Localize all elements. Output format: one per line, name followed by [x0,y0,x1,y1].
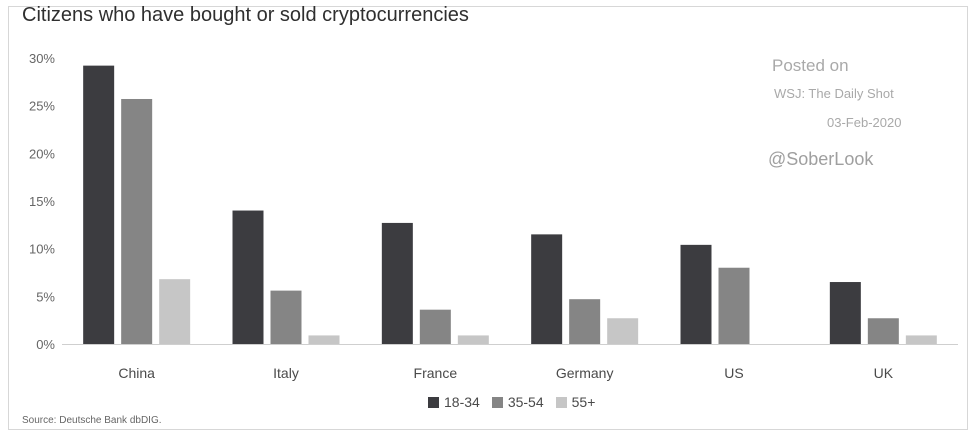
legend-item: 35-54 [491,394,544,410]
watermark-posted-on: Posted on [772,56,849,75]
bar-italy-55+ [308,335,340,344]
y-tick-label: 20% [29,146,55,161]
bar-italy-35-54 [270,290,302,344]
legend-label: 55+ [571,394,596,410]
x-tick-label: Italy [273,365,299,381]
x-tick-label: France [414,365,458,381]
bar-france-18-34 [381,222,413,344]
legend-label: 18-34 [444,394,480,410]
x-tick-label: UK [874,365,894,381]
watermark-date: 03-Feb-2020 [827,115,902,130]
chart-frame [8,6,968,430]
watermark-source: WSJ: The Daily Shot [774,86,894,101]
legend-swatch [491,396,503,408]
bar-germany-18-34 [531,234,563,344]
bar-us-35-54 [718,267,750,344]
legend-label: 35-54 [507,394,544,410]
y-tick-label: 0% [36,337,55,352]
bar-china-18-34 [83,65,115,345]
y-tick-label: 10% [29,242,55,257]
bar-china-55+ [159,279,191,344]
y-tick-label: 30% [29,51,55,66]
y-tick-label: 25% [29,99,55,114]
x-tick-label: Germany [556,365,614,381]
bar-china-35-54 [121,98,153,344]
x-tick-label: US [724,365,743,381]
bar-uk-55+ [905,335,937,344]
x-tick-label: China [118,365,155,381]
bar-germany-55+ [607,318,639,344]
source-note: Source: Deutsche Bank dbDIG. [22,415,162,426]
legend-swatch [428,396,439,408]
bar-uk-35-54 [867,318,899,344]
bar-france-35-54 [419,309,451,344]
bar-italy-18-34 [232,210,264,344]
chart-title: Citizens who have bought or sold cryptoc… [22,4,469,26]
legend-swatch [555,396,567,408]
bar-us-18-34 [680,244,712,344]
y-tick-label: 5% [36,289,55,304]
bar-france-55+ [457,335,489,344]
legend: 18-34 35-54 55+ [428,394,607,410]
bar-uk-18-34 [829,282,861,344]
bar-germany-35-54 [569,299,601,344]
watermark-handle: @SoberLook [768,149,874,169]
y-tick-label: 15% [29,194,55,209]
legend-item: 55+ [555,394,596,410]
legend-item: 18-34 [428,394,480,410]
